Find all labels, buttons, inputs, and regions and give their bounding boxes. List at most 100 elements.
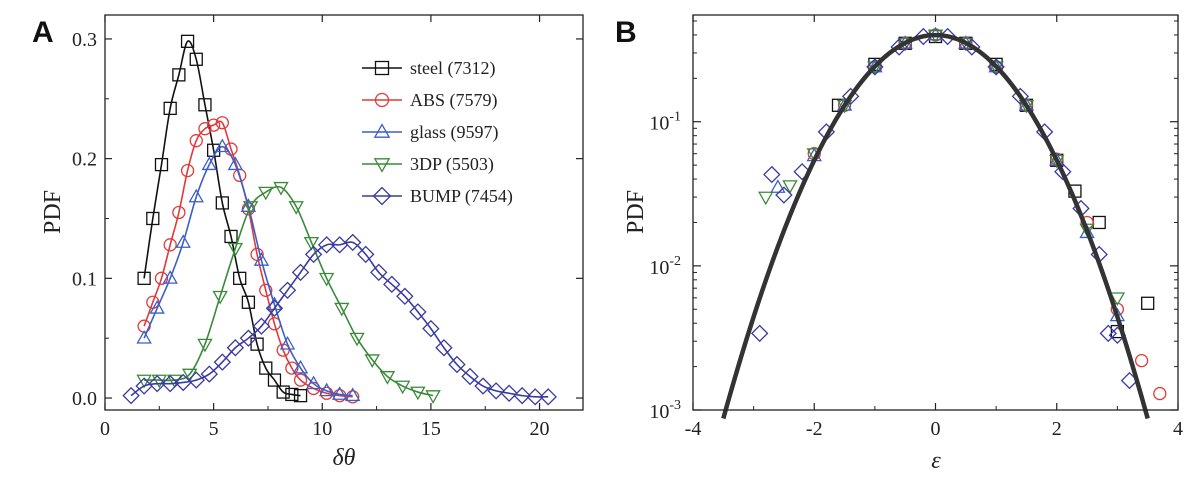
legend-item-steel: steel (7312) xyxy=(362,58,495,79)
data-point-3dp xyxy=(258,186,274,201)
data-point-abs xyxy=(1134,353,1149,368)
data-point-bump xyxy=(474,377,492,395)
data-point-glass xyxy=(201,156,218,171)
series-glass xyxy=(136,138,361,402)
legend-label: BUMP (7454) xyxy=(410,186,513,207)
data-point-bump xyxy=(252,317,271,335)
panel-a-x-tick-label: 10 xyxy=(312,418,332,440)
data-point-bump xyxy=(200,365,219,383)
data-point-glass xyxy=(279,335,296,350)
series-line-abs xyxy=(143,120,353,398)
data-point-bump xyxy=(1054,162,1072,181)
data-point-3dp xyxy=(212,290,228,305)
data-point-bump xyxy=(526,388,544,406)
panel-b-letter: B xyxy=(615,16,637,49)
series-abs xyxy=(137,116,360,404)
data-point-3dp xyxy=(1109,292,1126,307)
panel-a-x-tick-label: 15 xyxy=(421,418,441,440)
data-point-abs xyxy=(172,205,186,220)
panel-a-y-tick-label: 0.3 xyxy=(72,29,97,51)
data-point-bump xyxy=(317,236,336,254)
data-point-3dp xyxy=(364,354,380,368)
data-point-bump xyxy=(841,87,860,106)
panel-b-y-tick-label: 10-1 xyxy=(649,110,681,135)
data-point-3dp xyxy=(758,191,774,206)
data-point-3dp xyxy=(227,242,244,257)
panel-a-x-tick-label: 5 xyxy=(209,418,219,440)
data-point-bump xyxy=(265,299,284,317)
data-point-bump xyxy=(213,353,232,371)
panel-b-x-tick-label: -2 xyxy=(806,418,823,440)
panel-b-plot-area xyxy=(721,26,1167,420)
legend-marker xyxy=(373,158,391,173)
data-point-bump xyxy=(304,245,323,264)
data-point-bump xyxy=(122,386,140,405)
data-point-3dp xyxy=(334,302,350,317)
data-point-glass xyxy=(1079,224,1095,239)
panel-b-y-tick-label: 10-2 xyxy=(649,254,681,279)
data-point-steel xyxy=(276,385,290,399)
legend-item-glass: glass (9597) xyxy=(362,122,499,143)
data-point-3dp xyxy=(425,390,441,404)
data-point-3dp xyxy=(288,201,304,215)
data-point-bump xyxy=(396,287,414,306)
data-point-abs xyxy=(1153,386,1167,401)
data-point-steel xyxy=(146,211,160,226)
data-point-glass xyxy=(149,300,165,314)
series-3dp xyxy=(758,29,1126,307)
series-line-steel xyxy=(143,40,301,397)
data-point-steel xyxy=(215,196,229,210)
legend-label: ABS (7579) xyxy=(410,90,498,111)
data-point-bump xyxy=(513,386,531,405)
data-point-3dp xyxy=(318,272,335,287)
data-point-bump xyxy=(487,382,505,400)
data-point-steel xyxy=(137,271,151,285)
data-point-bump xyxy=(409,303,427,321)
data-point-3dp xyxy=(1079,223,1095,238)
data-point-bump xyxy=(793,162,811,181)
data-point-3dp xyxy=(303,236,320,251)
series-line-3dp xyxy=(144,185,434,397)
data-point-steel xyxy=(154,157,169,172)
data-point-bump xyxy=(775,186,793,204)
panel-a-y-tick-label: 0.1 xyxy=(72,268,97,290)
legend-item-3dp: 3DP (5503) xyxy=(362,154,494,175)
data-point-steel xyxy=(293,388,308,403)
data-point-abs xyxy=(259,283,273,297)
legend-item-abs: ABS (7579) xyxy=(362,90,498,111)
series-bump xyxy=(122,233,557,406)
data-point-bump xyxy=(239,329,258,347)
series-3dp xyxy=(136,181,441,404)
data-point-glass xyxy=(188,188,204,203)
data-point-glass xyxy=(214,138,231,153)
legend-marker xyxy=(374,60,390,76)
data-point-bump xyxy=(291,263,310,282)
data-point-steel xyxy=(172,68,186,82)
data-point-abs xyxy=(189,134,203,148)
data-point-steel xyxy=(224,229,238,244)
data-point-3dp xyxy=(410,386,426,401)
panel-b-x-tick-label: 2 xyxy=(1052,418,1062,440)
data-point-3dp xyxy=(379,371,396,385)
data-point-steel xyxy=(285,387,299,402)
data-point-glass xyxy=(175,234,191,248)
data-point-bump xyxy=(161,374,179,393)
data-point-glass xyxy=(253,252,270,266)
panel-a-x-axis-label: δθ xyxy=(333,445,356,471)
data-point-3dp xyxy=(1018,99,1035,114)
data-point-glass xyxy=(318,382,335,397)
legend-marker xyxy=(372,186,392,206)
data-point-abs xyxy=(241,202,256,216)
panel-a-ticks: 0 5 10 15 20 0.0 0.1 0.2 0.3 xyxy=(72,15,583,440)
panel-b-y-tick-label: 10-3 xyxy=(649,398,681,423)
panel-a-legend: steel (7312) ABS (7579) glass (9597) 3DP (5… xyxy=(362,58,513,207)
data-point-glass xyxy=(292,359,309,374)
data-point-abs xyxy=(346,390,360,404)
data-point-bump xyxy=(763,165,781,184)
panel-b-ticks: -4 -2 0 2 4 10-3 10-2 10-1 xyxy=(649,15,1183,440)
data-point-bump xyxy=(422,319,440,338)
data-point-3dp xyxy=(394,380,411,395)
data-point-3dp xyxy=(836,99,853,114)
panel-a-y-axis-label: PDF xyxy=(40,190,66,234)
